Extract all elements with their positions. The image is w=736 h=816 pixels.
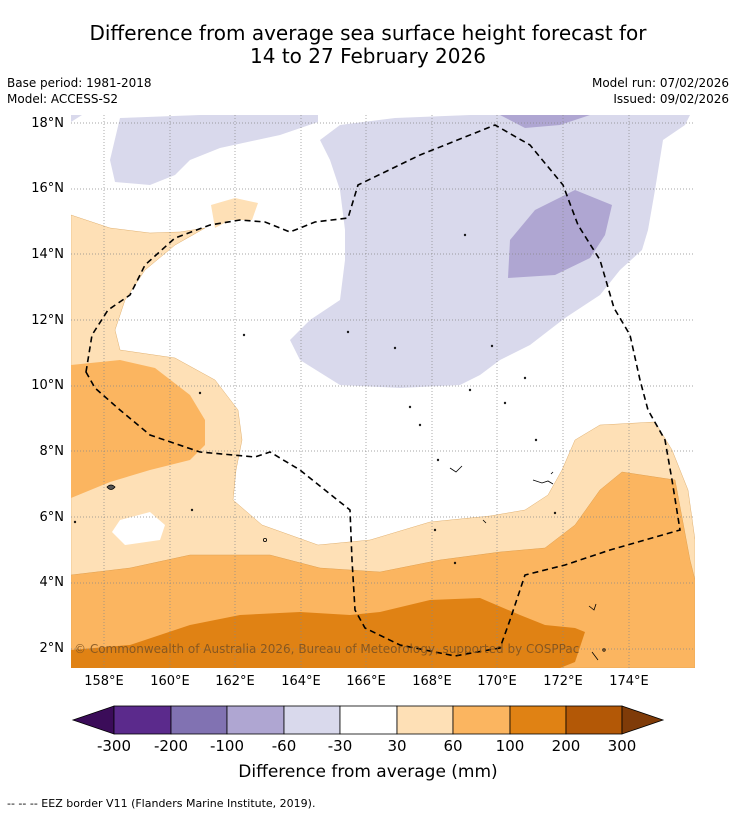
- contour-neg30-corner: [71, 115, 82, 122]
- base-period-text: Base period: 1981-2018: [7, 76, 152, 90]
- grid-lines: [71, 115, 695, 668]
- colorbar-segment-2: [170, 705, 228, 735]
- lat-label-18n: 18°N: [31, 116, 64, 131]
- colorbar-segment-4: [283, 705, 341, 735]
- meta-right: Model run: 07/02/2026 Issued: 09/02/2026: [592, 75, 729, 107]
- lat-label-4n: 4°N: [39, 575, 65, 590]
- colorbar-label-100: 100: [495, 737, 525, 755]
- colorbar-label-200: 200: [551, 737, 581, 755]
- lat-label-14n: 14°N: [31, 247, 64, 262]
- model-text: Model: ACCESS-S2: [7, 92, 119, 106]
- title-line-2: 14 to 27 February 2026: [250, 44, 486, 68]
- colorbar-label-neg300: -300: [96, 737, 132, 755]
- copyright-text: © Commonwealth of Australia 2026, Bureau…: [74, 642, 580, 656]
- lon-label-160e: 160°E: [150, 674, 190, 689]
- lon-label-166e: 166°E: [346, 674, 386, 689]
- lon-label-164e: 164°E: [281, 674, 321, 689]
- lat-label-16n: 16°N: [31, 181, 64, 196]
- colorbar-segment-5: [339, 705, 398, 735]
- lat-label-10n: 10°N: [31, 378, 64, 393]
- contour-neg60-neg100-north: [500, 115, 590, 128]
- title-line-1: Difference from average sea surface heig…: [89, 21, 647, 45]
- eez-footnote: -- -- -- EEZ border V11 (Flanders Marine…: [7, 797, 316, 810]
- eez-border: [85, 124, 681, 657]
- colorbar: [71, 705, 665, 735]
- lon-label-162e: 162°E: [215, 674, 255, 689]
- sea-surface-height-map: [71, 115, 695, 668]
- chart-title: Difference from average sea surface heig…: [0, 22, 736, 68]
- colorbar-label-neg100: -100: [209, 737, 245, 755]
- colorbar-label-neg200: -200: [153, 737, 189, 755]
- islands: [73, 233, 606, 661]
- lon-label-168e: 168°E: [412, 674, 452, 689]
- model-run-text: Model run: 07/02/2026: [591, 76, 729, 90]
- lon-label-158e: 158°E: [84, 674, 124, 689]
- lat-label-8n: 8°N: [39, 444, 65, 459]
- colorbar-label-300: 300: [607, 737, 637, 755]
- colorbar-label-60: 60: [443, 737, 463, 755]
- colorbar-segment-9: [565, 705, 623, 735]
- contour-60-100: [71, 360, 205, 498]
- colorbar-title: Difference from average (mm): [238, 762, 498, 782]
- lat-label-2n: 2°N: [39, 641, 65, 656]
- lat-label-12n: 12°N: [31, 313, 64, 328]
- colorbar-segment-8: [509, 705, 567, 735]
- contour-neg60-neg100: [508, 190, 612, 278]
- colorbar-segment-6: [396, 705, 454, 735]
- neutral-hole: [112, 512, 165, 545]
- colorbar-label-neg30: -30: [327, 737, 353, 755]
- colorbar-extend-low: [71, 705, 115, 735]
- issued-text: Issued: 09/02/2026: [613, 92, 729, 106]
- meta-left: Base period: 1981-2018 Model: ACCESS-S2: [7, 75, 152, 107]
- lon-label-174e: 174°E: [609, 674, 649, 689]
- colorbar-label-30: 30: [387, 737, 407, 755]
- contour-30-60-patch: [211, 198, 258, 228]
- colorbar-segment-1: [113, 705, 172, 735]
- lon-label-172e: 172°E: [543, 674, 583, 689]
- contour-neg30-neg60-nw: [110, 115, 318, 185]
- lat-label-6n: 6°N: [39, 510, 65, 525]
- contour-100-200: [71, 598, 585, 668]
- colorbar-label-neg60: -60: [271, 737, 297, 755]
- colorbar-segment-7: [452, 705, 511, 735]
- lon-label-170e: 170°E: [477, 674, 517, 689]
- colorbar-extend-high: [621, 705, 665, 735]
- colorbar-segment-3: [226, 705, 285, 735]
